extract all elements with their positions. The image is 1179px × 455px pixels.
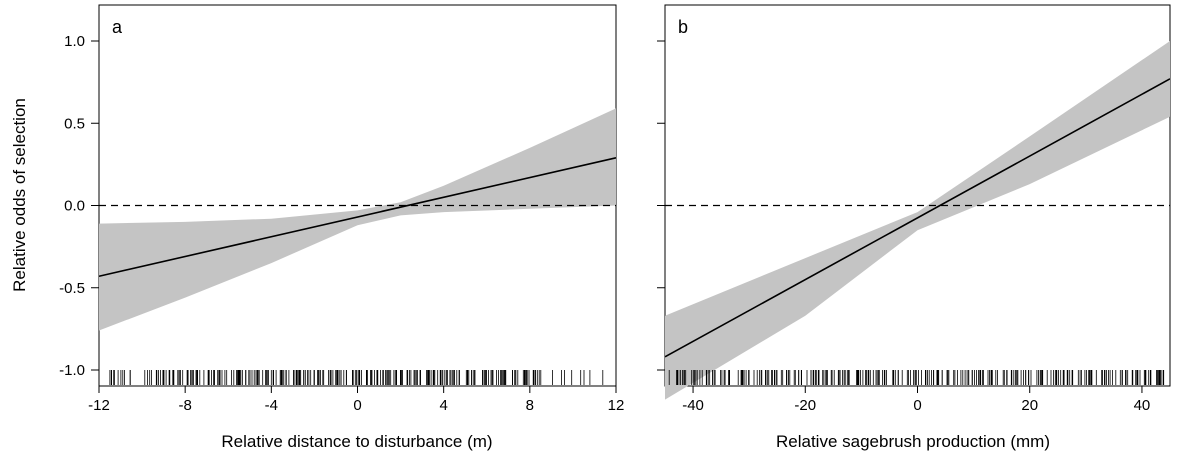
y-tick-label: 0.0 [64, 198, 85, 215]
x-tick-label: 20 [1021, 397, 1038, 414]
fitted-line [98, 157, 617, 278]
panel-label: b [678, 17, 688, 37]
confidence-band-layer [665, 41, 1170, 400]
panel-label: a [112, 17, 123, 37]
x-axis-title: Relative sagebrush production (mm) [776, 432, 1050, 451]
x-tick-label: -4 [265, 397, 278, 414]
x-ticks: -12 -8 -4 0 4 8 12 [88, 386, 624, 414]
x-tick-label: 12 [608, 397, 625, 414]
y-axis-title: Relative odds of selection [10, 98, 29, 292]
confidence-band-layer [99, 108, 616, 331]
fit-line-layer [664, 78, 1171, 358]
x-tick-label: 8 [526, 397, 534, 414]
y-ticks: -1.0 -0.5 0.0 0.5 1.0 [59, 33, 99, 379]
x-tick-label: -20 [794, 397, 816, 414]
x-tick-label: 0 [913, 397, 921, 414]
x-ticks: -40 -20 0 20 40 [682, 386, 1150, 414]
x-tick-label: -8 [178, 397, 191, 414]
rug-layer [668, 370, 1165, 385]
x-tick-label: -40 [682, 397, 704, 414]
fitted-line [664, 78, 1171, 358]
y-tick-label: -1.0 [59, 362, 85, 379]
panel-b: -40 -20 0 20 40 b Relative sagebrush product… [657, 4, 1171, 451]
confidence-band [99, 108, 616, 331]
panel-a: -12 -8 -4 0 4 8 12 -1.0 -0.5 0.0 0.5 1.0 a Relativ… [10, 4, 624, 451]
x-tick-label: 40 [1134, 397, 1151, 414]
x-axis-title: Relative distance to disturbance (m) [221, 432, 492, 451]
fit-line-layer [98, 157, 617, 278]
x-tick-label: 4 [439, 397, 447, 414]
confidence-band [665, 41, 1170, 400]
rug-layer [109, 370, 604, 385]
x-tick-label: -12 [88, 397, 110, 414]
y-tick-label: -0.5 [59, 280, 85, 297]
y-tick-label: 0.5 [64, 115, 85, 132]
x-tick-label: 0 [353, 397, 361, 414]
y-tick-label: 1.0 [64, 33, 85, 50]
y-ticks [657, 40, 665, 371]
